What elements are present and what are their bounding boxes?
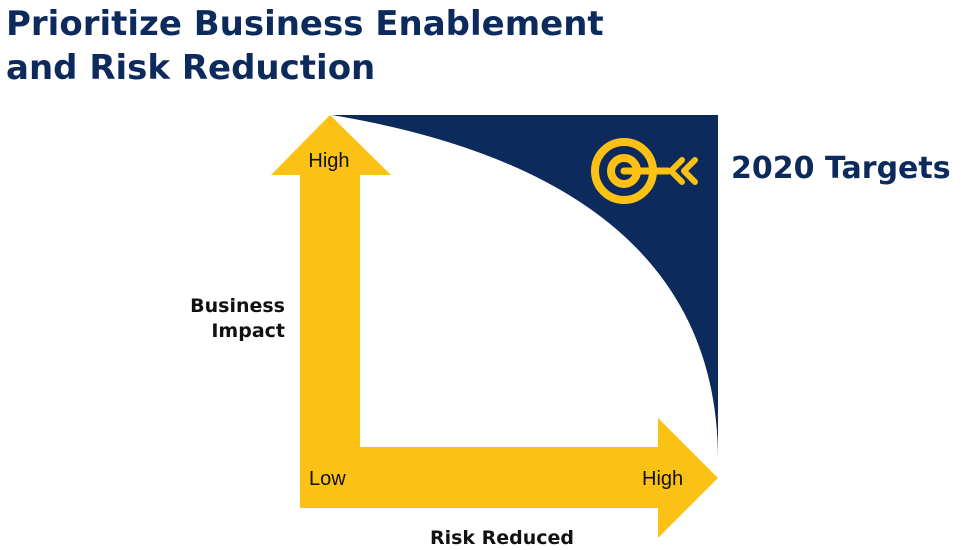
target-region [332, 115, 718, 460]
y-axis-title-line-2: Impact [211, 320, 285, 342]
x-axis-low-label: Low [309, 468, 346, 490]
x-axis-high-label: High [642, 468, 683, 490]
x-axis-title: Risk Reduced [430, 527, 574, 549]
y-axis-title-line-1: Business [190, 295, 285, 317]
axis-arrows [271, 115, 718, 538]
page-title: Prioritize Business Enablement and Risk … [6, 2, 604, 90]
title-line-2: and Risk Reduction [6, 48, 376, 88]
target-arrow-icon [591, 138, 698, 204]
y-axis-high-label: High [308, 150, 349, 172]
title-line-1: Prioritize Business Enablement [6, 4, 604, 44]
target-label: 2020 Targets [731, 151, 951, 186]
